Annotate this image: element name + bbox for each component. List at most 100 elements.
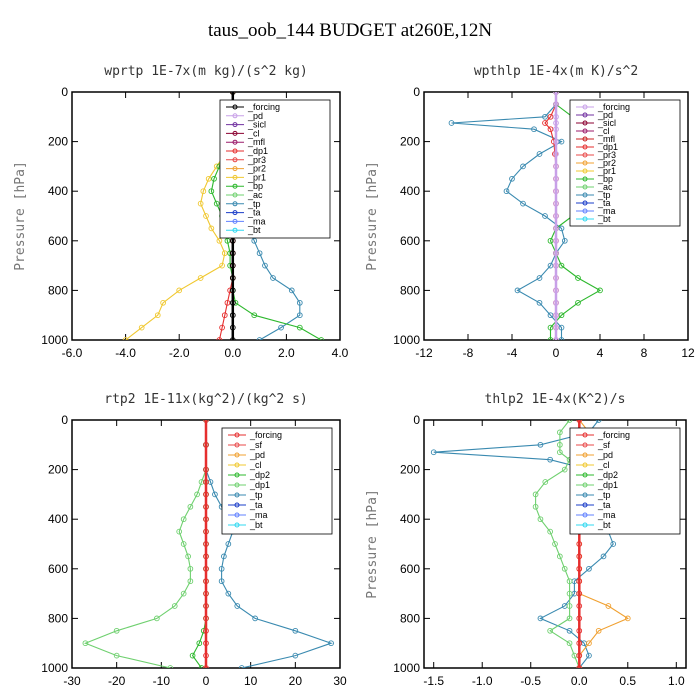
y-axis-label: Pressure [hPa] — [365, 489, 380, 599]
data-point — [553, 275, 559, 281]
x-tick-label: 10 — [244, 674, 258, 688]
x-tick-label: 20 — [289, 674, 303, 688]
legend-marker — [582, 176, 588, 182]
legend-entry: _cl — [597, 126, 610, 136]
legend-marker — [232, 113, 238, 119]
legend-entry: _ma — [597, 510, 616, 520]
x-tick-label: -10 — [153, 674, 171, 688]
y-tick-label: 1000 — [393, 333, 420, 347]
data-point — [531, 126, 537, 133]
data-point — [138, 324, 145, 331]
legend-marker — [232, 218, 238, 224]
x-tick-label: 4.0 — [332, 346, 349, 360]
data-point — [180, 541, 187, 547]
data-point — [292, 627, 299, 634]
data-point — [197, 200, 204, 207]
data-point — [203, 652, 209, 659]
plot-frame — [71, 91, 341, 341]
legend-entry: _dp2 — [597, 470, 618, 480]
data-point — [203, 665, 209, 668]
data-point — [203, 541, 209, 547]
legend-entry: _tp — [249, 490, 263, 500]
legend-entry: _ta — [597, 500, 611, 510]
x-tick-label: -4 — [507, 346, 518, 360]
data-point — [547, 456, 553, 463]
x-tick-label: 0.5 — [619, 674, 636, 688]
data-point — [520, 200, 526, 207]
data-point — [203, 503, 209, 510]
data-point — [536, 151, 543, 157]
data-point — [208, 225, 215, 232]
data-point — [203, 491, 209, 498]
legend-marker — [582, 120, 588, 126]
data-point — [547, 237, 554, 244]
data-point — [558, 262, 565, 269]
legend-marker — [232, 183, 238, 189]
data-point — [225, 541, 232, 547]
data-point — [575, 275, 581, 281]
data-point — [553, 237, 559, 244]
data-point — [553, 312, 559, 319]
data-point — [113, 627, 120, 634]
legend-box — [221, 427, 333, 535]
legend-marker — [582, 432, 588, 438]
data-point — [203, 553, 209, 560]
y-axis-label: Pressure [hPa] — [365, 161, 380, 271]
data-point — [185, 553, 191, 560]
legend-entry: _bt — [249, 520, 263, 530]
data-point — [553, 138, 559, 145]
data-point — [430, 449, 437, 456]
legend-marker — [582, 462, 588, 468]
legend-entry: _sf — [597, 440, 611, 450]
x-tick-label: 0 — [203, 674, 210, 688]
data-point — [566, 578, 573, 585]
data-point — [566, 603, 573, 609]
y-tick-label: 800 — [400, 283, 420, 297]
figure-title: taus_oob_144 BUDGET at260E,12N — [207, 20, 493, 41]
data-point — [229, 92, 236, 95]
legend-marker — [582, 160, 588, 166]
data-point — [566, 615, 573, 622]
y-tick-label: 200 — [400, 135, 420, 149]
legend-marker — [234, 502, 240, 508]
legend-entry: _mfl — [247, 137, 265, 147]
data-point — [542, 120, 548, 126]
data-point — [553, 126, 559, 133]
data-point — [160, 299, 166, 306]
legend-marker — [232, 157, 238, 163]
legend-marker — [582, 152, 588, 158]
data-point — [553, 163, 559, 170]
series-line-dp1 — [544, 92, 557, 340]
data-point — [203, 466, 209, 473]
data-point — [537, 441, 544, 448]
legend-entry: _bt — [597, 520, 611, 530]
data-point — [187, 578, 194, 585]
legend-entry: _ma — [249, 510, 268, 520]
data-point — [203, 603, 209, 609]
data-point — [203, 590, 209, 597]
legend-entry: _ta — [247, 208, 261, 218]
data-point — [203, 213, 209, 219]
data-point — [547, 113, 554, 120]
legend-entry: _dp2 — [249, 470, 270, 480]
data-point — [194, 491, 200, 498]
data-point — [557, 449, 563, 456]
data-point — [576, 420, 583, 423]
data-point — [566, 590, 573, 597]
data-point — [595, 627, 602, 634]
legend-marker — [234, 462, 240, 468]
legend-marker — [582, 168, 588, 174]
data-point — [547, 126, 554, 133]
data-point — [203, 565, 209, 572]
data-point — [122, 337, 129, 340]
data-point — [224, 237, 231, 244]
data-point — [566, 627, 573, 634]
data-point — [218, 578, 225, 585]
data-point — [605, 603, 612, 609]
x-tick-label: 0.0 — [224, 346, 241, 360]
legend-entry: _pd — [597, 450, 613, 460]
legend-marker — [232, 210, 238, 216]
legend-marker — [582, 482, 588, 488]
data-point — [576, 590, 583, 597]
